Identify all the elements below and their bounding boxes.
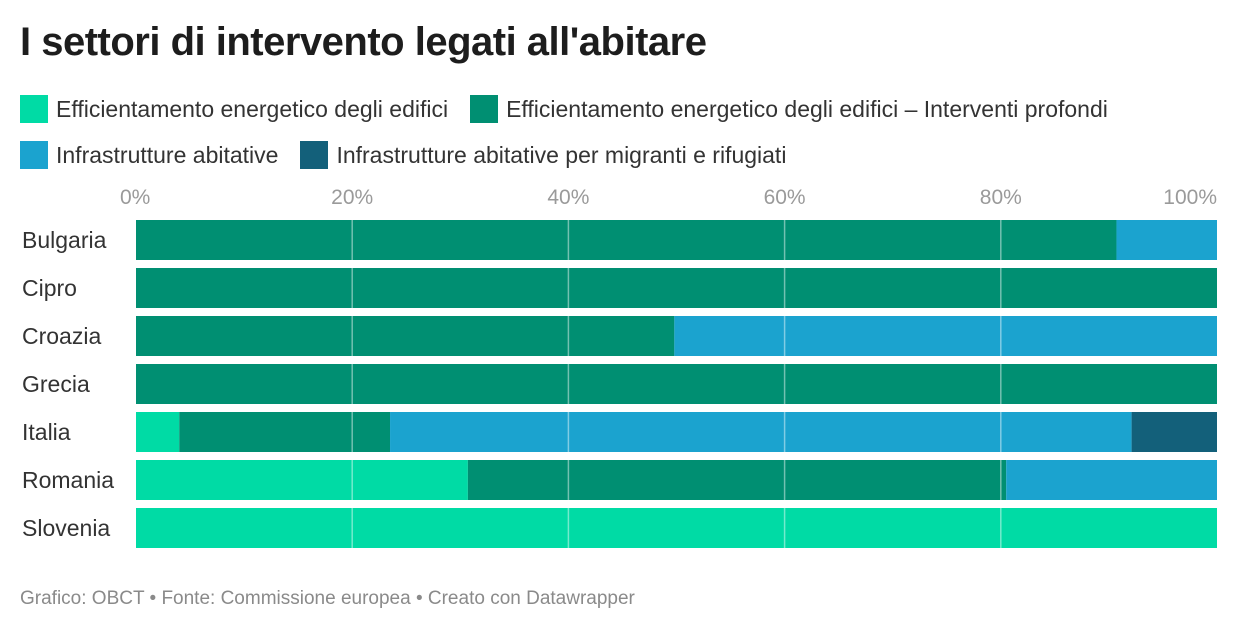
bar-segment-bulgaria-s1: [136, 220, 1117, 260]
bar-segment-romania-s2: [1006, 460, 1217, 500]
legend-item-infrastrutture: Infrastrutture abitative: [20, 141, 278, 169]
bar-segment-cipro-s1: [136, 268, 1217, 308]
category-label: Croazia: [22, 323, 101, 349]
category-label: Slovenia: [22, 515, 110, 541]
chart-footer: Grafico: OBCT • Fonte: Commissione europ…: [20, 588, 635, 609]
bars-layer: [136, 220, 1217, 548]
x-tick-label: 80%: [980, 186, 1022, 209]
bar-segment-italia-s0: [136, 412, 180, 452]
legend-label: Infrastrutture abitative per migranti e …: [336, 141, 787, 168]
bar-segment-croazia-s1: [136, 316, 675, 356]
legend-label: Infrastrutture abitative: [56, 141, 279, 168]
legend-item-efficientamento: Efficientamento energetico degli edifici: [20, 95, 448, 123]
category-label: Grecia: [22, 371, 90, 397]
bar-segment-italia-s2: [390, 412, 1132, 452]
legend-swatch: [470, 95, 499, 123]
x-tick-label: 100%: [1163, 186, 1217, 209]
bar-segment-croazia-s2: [674, 316, 1217, 356]
bar-segment-bulgaria-s2: [1116, 220, 1217, 260]
legend-item-migranti-rifugiati: Infrastrutture abitative per migranti e …: [300, 141, 786, 169]
category-label: Bulgaria: [22, 227, 107, 253]
x-tick-label: 20%: [331, 186, 373, 209]
x-tick-label: 60%: [764, 186, 806, 209]
legend-label: Efficientamento energetico degli edifici…: [506, 95, 1108, 122]
bar-segment-italia-s3: [1131, 412, 1217, 452]
bar-segment-slovenia-s0: [136, 508, 1217, 548]
category-label: Italia: [22, 419, 71, 445]
bar-segment-grecia-s1: [136, 364, 1217, 404]
bar-segment-italia-s1: [179, 412, 391, 452]
legend-label: Efficientamento energetico degli edifici: [56, 95, 449, 122]
tick-labels: 0% 20% 40% 60% 80% 100%: [120, 186, 1217, 209]
chart-title: I settori di intervento legati all'abita…: [20, 20, 707, 64]
category-label: Cipro: [22, 275, 77, 301]
legend-swatch: [20, 141, 48, 169]
legend: Efficientamento energetico degli edifici…: [20, 92, 1220, 184]
category-labels: Bulgaria Cipro Croazia Grecia Italia Romania S…: [22, 227, 114, 541]
legend-swatch: [20, 95, 48, 123]
grid-layer: [351, 220, 1002, 548]
legend-row: Infrastrutture abitative Infrastrutture …: [20, 138, 1220, 172]
x-tick-label: 0%: [120, 186, 150, 209]
legend-swatch: [300, 141, 329, 169]
legend-item-interventi-profondi: Efficientamento energetico degli edifici…: [470, 95, 1108, 123]
x-tick-label: 40%: [547, 186, 589, 209]
bar-segment-romania-s0: [136, 460, 468, 500]
stacked-bar-chart: 0% 20% 40% 60% 80% 100% Bulgaria Cipro Croazia G…: [22, 186, 1217, 548]
category-label: Romania: [22, 467, 114, 493]
bar-segment-romania-s1: [467, 460, 1007, 500]
legend-row: Efficientamento energetico degli edifici…: [20, 92, 1220, 126]
